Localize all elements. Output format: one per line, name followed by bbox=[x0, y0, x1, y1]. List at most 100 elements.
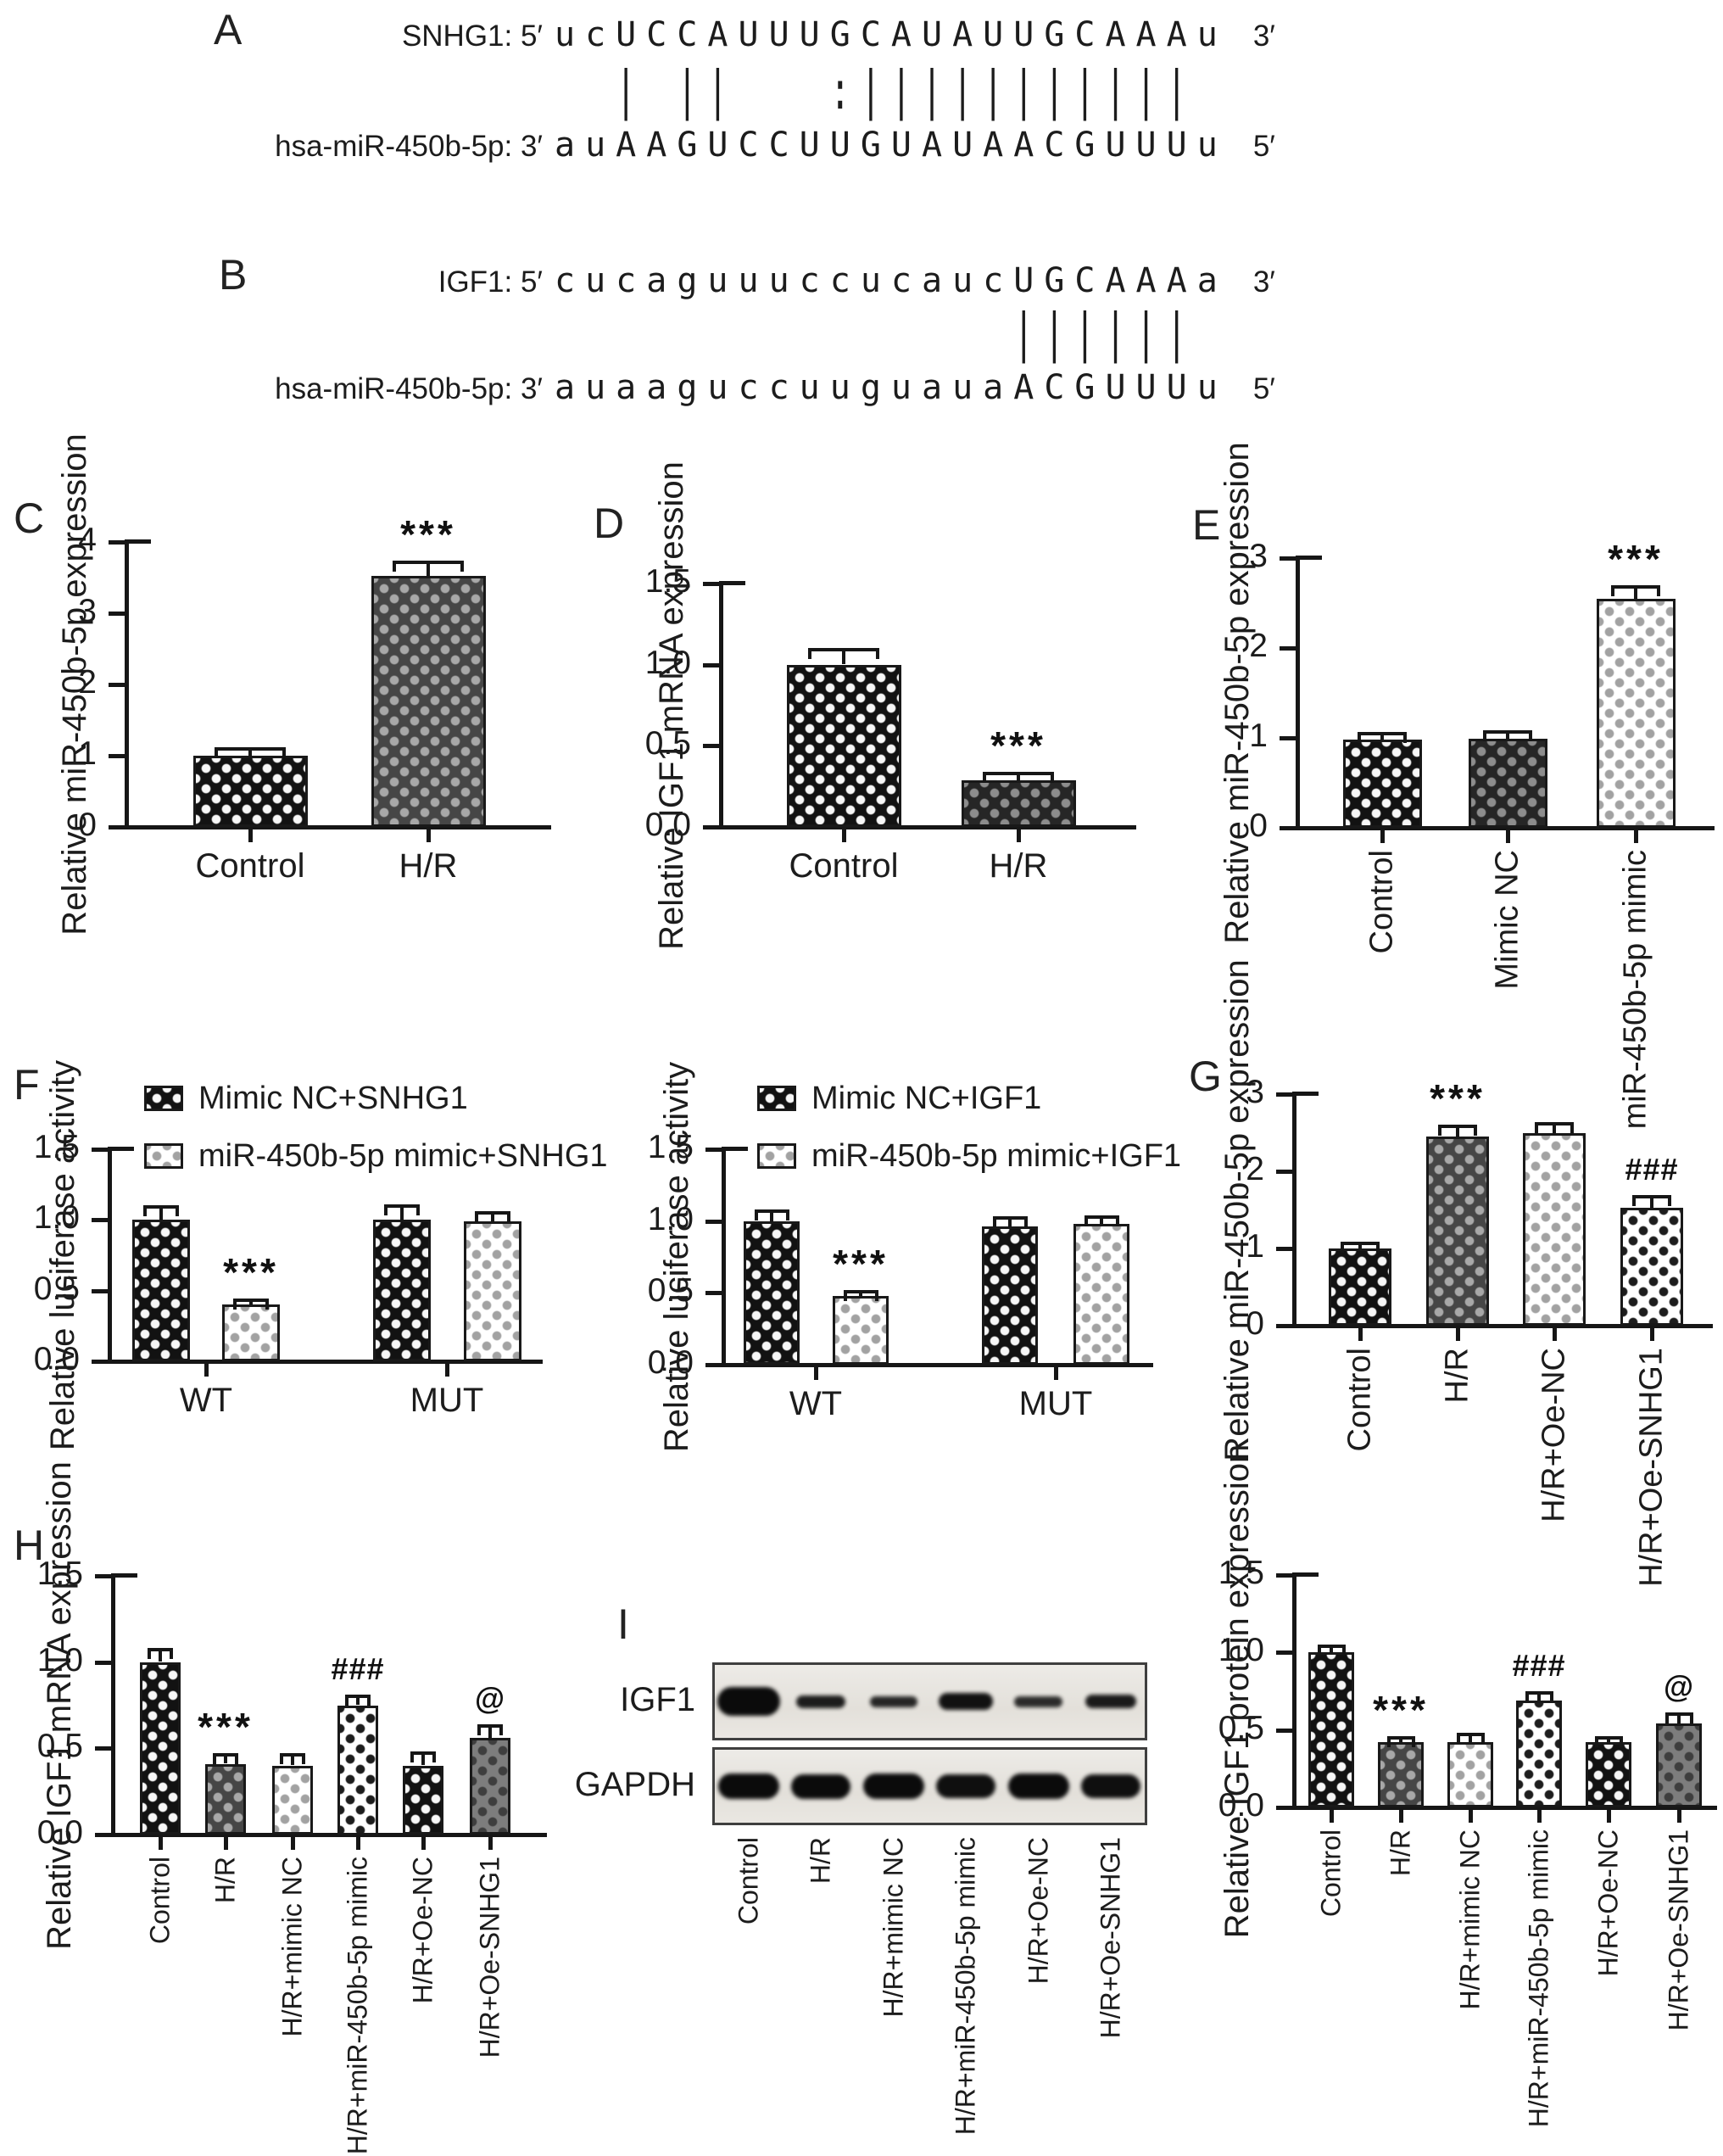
error-bar-cap-end bbox=[1525, 1691, 1529, 1702]
error-bar-cap-end bbox=[1620, 1736, 1623, 1747]
error-bar-line bbox=[159, 1207, 163, 1220]
x-tick bbox=[814, 1367, 818, 1380]
y-tick bbox=[95, 1746, 114, 1751]
error-bar-line bbox=[1553, 1124, 1556, 1133]
sig-label: ### bbox=[331, 1651, 385, 1686]
error-bar-line bbox=[421, 1753, 425, 1765]
y-tick-label: 1.5 bbox=[36, 1556, 83, 1592]
y-axis-top-hook bbox=[110, 1147, 134, 1151]
sequence-bases: ucUCCAUUUGCAUAUUGCAAAu bbox=[555, 15, 1228, 54]
error-bar-cap bbox=[410, 1751, 436, 1755]
y-tick-label: 0.5 bbox=[1218, 1710, 1264, 1746]
bar bbox=[470, 1738, 510, 1835]
error-bar-cap-end bbox=[1657, 585, 1660, 596]
error-bar-cap-end bbox=[384, 1204, 388, 1215]
error-bar-cap-end bbox=[1632, 1195, 1636, 1206]
y-tick-label: 0.0 bbox=[36, 1814, 83, 1851]
error-bar-cap-end bbox=[460, 561, 464, 572]
x-tick bbox=[1380, 830, 1385, 843]
y-tick-label: 1.5 bbox=[33, 1129, 80, 1165]
bar bbox=[1308, 1652, 1354, 1807]
x-category-label: H/R+Oe-SNHG1 bbox=[1633, 1348, 1670, 1587]
legend-swatch bbox=[757, 1143, 796, 1169]
sig-label: *** bbox=[1608, 537, 1664, 581]
y-tick bbox=[92, 1218, 110, 1222]
blot-band bbox=[936, 1774, 995, 1798]
sequence-end: 3′ bbox=[1252, 20, 1275, 53]
bar bbox=[1523, 1133, 1586, 1326]
x-tick bbox=[1634, 830, 1638, 843]
y-axis-line bbox=[1292, 1572, 1296, 1810]
x-tick bbox=[356, 1837, 360, 1850]
error-bar-cap-end bbox=[844, 1290, 847, 1301]
y-tick bbox=[1280, 826, 1298, 830]
y-axis-top-hook bbox=[724, 1147, 748, 1151]
error-bar-line bbox=[248, 749, 252, 756]
x-tick bbox=[1677, 1810, 1681, 1823]
error-bar-cap-end bbox=[1438, 1125, 1441, 1136]
panel-label-a: A bbox=[214, 6, 243, 53]
y-axis-title: Relative IGF1 protein expression bbox=[1218, 1444, 1256, 1939]
sequence-end: 3′ bbox=[1252, 265, 1275, 299]
error-bar-line bbox=[1399, 1738, 1402, 1742]
sig-label: ### bbox=[1512, 1648, 1566, 1683]
y-tick-label: 1.0 bbox=[33, 1199, 80, 1236]
blot-band bbox=[939, 1693, 993, 1710]
y-tick bbox=[95, 1833, 114, 1837]
x-axis-line bbox=[111, 1833, 547, 1837]
y-tick-label: 2 bbox=[1249, 628, 1268, 664]
blot-band bbox=[1014, 1696, 1062, 1707]
blot-band bbox=[863, 1773, 924, 1799]
error-bar-cap-end bbox=[1358, 732, 1361, 743]
error-bar-cap bbox=[233, 1299, 269, 1302]
blot-band bbox=[1085, 1695, 1136, 1708]
y-tick-label: 0 bbox=[78, 807, 97, 843]
x-category-label: H/R+Oe-SNHG1 bbox=[474, 1857, 505, 2058]
x-category-label: H/R+mimic NC bbox=[276, 1857, 308, 2037]
blot-band bbox=[796, 1695, 845, 1708]
legend-swatch bbox=[144, 1086, 183, 1111]
x-tick bbox=[204, 1364, 209, 1377]
bar bbox=[140, 1662, 181, 1835]
error-bar-cap bbox=[477, 1724, 503, 1728]
y-tick bbox=[1276, 1170, 1295, 1174]
error-bar-cap-end bbox=[1595, 1736, 1598, 1747]
error-bar-cap bbox=[1632, 1195, 1671, 1198]
y-tick-label: 1.5 bbox=[1218, 1555, 1264, 1591]
blot-strip bbox=[712, 1747, 1147, 1825]
y-tick bbox=[705, 1291, 724, 1295]
error-bar-cap-end bbox=[1342, 1645, 1346, 1656]
error-bar-cap-end bbox=[345, 1695, 349, 1706]
sequence-line: SNHG1: 5′ ucUCCAUUUGCAUAUUGCAAAu 3′ bbox=[170, 15, 1275, 54]
x-axis-line bbox=[722, 1363, 1153, 1367]
error-bar-cap-end bbox=[1535, 1122, 1538, 1133]
x-tick bbox=[1469, 1810, 1473, 1823]
x-tick bbox=[1607, 1810, 1611, 1823]
error-bar-line bbox=[1469, 1734, 1472, 1742]
error-bar-cap-end bbox=[1550, 1691, 1553, 1702]
x-axis-line bbox=[108, 1360, 543, 1364]
error-bar-line bbox=[1330, 1646, 1333, 1652]
y-tick-label: 0.5 bbox=[36, 1728, 83, 1764]
x-category-label: Control bbox=[144, 1857, 176, 1945]
y-axis-line bbox=[111, 1573, 115, 1837]
x-tick bbox=[224, 1837, 228, 1850]
error-bar-cap bbox=[1525, 1691, 1553, 1695]
y-axis-top-hook bbox=[1298, 556, 1322, 560]
y-axis-line bbox=[1296, 556, 1300, 830]
error-bar-cap-end bbox=[235, 1753, 238, 1764]
y-tick bbox=[1280, 556, 1298, 561]
x-tick bbox=[248, 829, 253, 842]
legend-item-label: Mimic NC+IGF1 bbox=[811, 1081, 1042, 1116]
y-tick-label: 0.0 bbox=[1218, 1787, 1264, 1824]
error-bar-cap bbox=[983, 772, 1054, 775]
error-bar-cap bbox=[1085, 1215, 1119, 1219]
y-tick bbox=[1276, 1573, 1295, 1578]
error-bar-cap-end bbox=[499, 1724, 503, 1735]
error-bar-cap-end bbox=[1481, 1733, 1485, 1744]
x-group-label: WT bbox=[789, 1385, 843, 1422]
error-bar-cap-end bbox=[507, 1211, 510, 1222]
error-bar-cap-end bbox=[265, 1299, 269, 1310]
error-bar-cap-end bbox=[233, 1299, 237, 1310]
error-bar-cap-end bbox=[477, 1724, 481, 1735]
